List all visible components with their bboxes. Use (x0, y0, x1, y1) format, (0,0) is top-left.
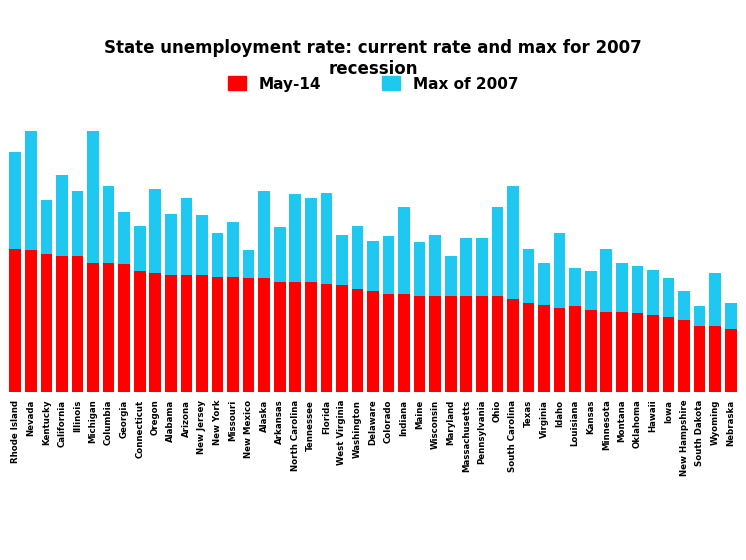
Bar (305, 282, 316, 392)
Bar (289, 282, 301, 392)
Bar (694, 325, 706, 392)
Bar (616, 311, 627, 392)
Bar (165, 213, 177, 275)
Bar (554, 308, 565, 392)
Bar (25, 250, 37, 392)
Bar (305, 198, 316, 282)
Bar (87, 131, 98, 263)
Bar (678, 291, 690, 320)
Bar (507, 185, 518, 299)
Bar (10, 249, 21, 392)
Bar (25, 131, 37, 250)
Bar (367, 241, 379, 291)
Bar (351, 289, 363, 392)
Bar (321, 193, 332, 283)
Bar (601, 311, 612, 392)
Bar (56, 175, 68, 255)
Bar (165, 275, 177, 392)
Bar (585, 310, 597, 392)
Bar (289, 194, 301, 282)
Bar (662, 278, 674, 317)
Bar (445, 296, 457, 392)
Bar (119, 264, 130, 392)
Bar (539, 305, 550, 392)
Bar (709, 273, 721, 325)
Bar (196, 215, 207, 275)
Bar (72, 255, 84, 392)
Bar (460, 296, 472, 392)
Bar (476, 296, 488, 392)
Bar (398, 294, 410, 392)
Bar (678, 320, 690, 392)
Bar (228, 277, 239, 392)
Bar (476, 238, 488, 296)
Bar (632, 266, 643, 313)
Bar (40, 254, 52, 392)
Bar (87, 263, 98, 392)
Bar (430, 235, 441, 296)
Bar (523, 249, 534, 303)
Bar (725, 329, 736, 392)
Bar (258, 278, 270, 392)
Bar (336, 285, 348, 392)
Bar (72, 191, 84, 255)
Bar (507, 299, 518, 392)
Bar (40, 199, 52, 254)
Bar (414, 241, 425, 296)
Bar (445, 255, 457, 296)
Bar (119, 212, 130, 264)
Bar (585, 271, 597, 310)
Bar (414, 296, 425, 392)
Bar (181, 275, 192, 392)
Bar (228, 222, 239, 277)
Bar (662, 317, 674, 392)
Bar (554, 233, 565, 308)
Bar (523, 303, 534, 392)
Bar (539, 263, 550, 305)
Bar (212, 233, 223, 277)
Text: State unemployment rate: current rate and max for 2007
recession: State unemployment rate: current rate an… (104, 39, 642, 78)
Bar (336, 235, 348, 285)
Bar (383, 236, 395, 294)
Bar (430, 296, 441, 392)
Bar (274, 227, 286, 282)
Bar (725, 303, 736, 329)
Bar (647, 269, 659, 315)
Bar (367, 291, 379, 392)
Bar (569, 268, 581, 306)
Bar (103, 185, 114, 263)
Bar (383, 294, 395, 392)
Bar (134, 226, 145, 271)
Bar (149, 273, 161, 392)
Bar (56, 255, 68, 392)
Bar (351, 226, 363, 289)
Bar (647, 315, 659, 392)
Bar (601, 249, 612, 311)
Bar (258, 191, 270, 278)
Bar (569, 306, 581, 392)
Bar (709, 325, 721, 392)
Bar (242, 250, 254, 278)
Bar (134, 271, 145, 392)
Bar (460, 238, 472, 296)
Bar (694, 306, 706, 325)
Bar (149, 189, 161, 273)
Bar (242, 278, 254, 392)
Bar (10, 152, 21, 249)
Bar (492, 207, 504, 296)
Legend: May-14, Max of 2007: May-14, Max of 2007 (228, 77, 518, 91)
Bar (181, 198, 192, 275)
Bar (616, 263, 627, 311)
Bar (196, 275, 207, 392)
Bar (492, 296, 504, 392)
Bar (321, 283, 332, 392)
Bar (103, 263, 114, 392)
Bar (212, 277, 223, 392)
Bar (274, 282, 286, 392)
Bar (632, 313, 643, 392)
Bar (398, 207, 410, 294)
